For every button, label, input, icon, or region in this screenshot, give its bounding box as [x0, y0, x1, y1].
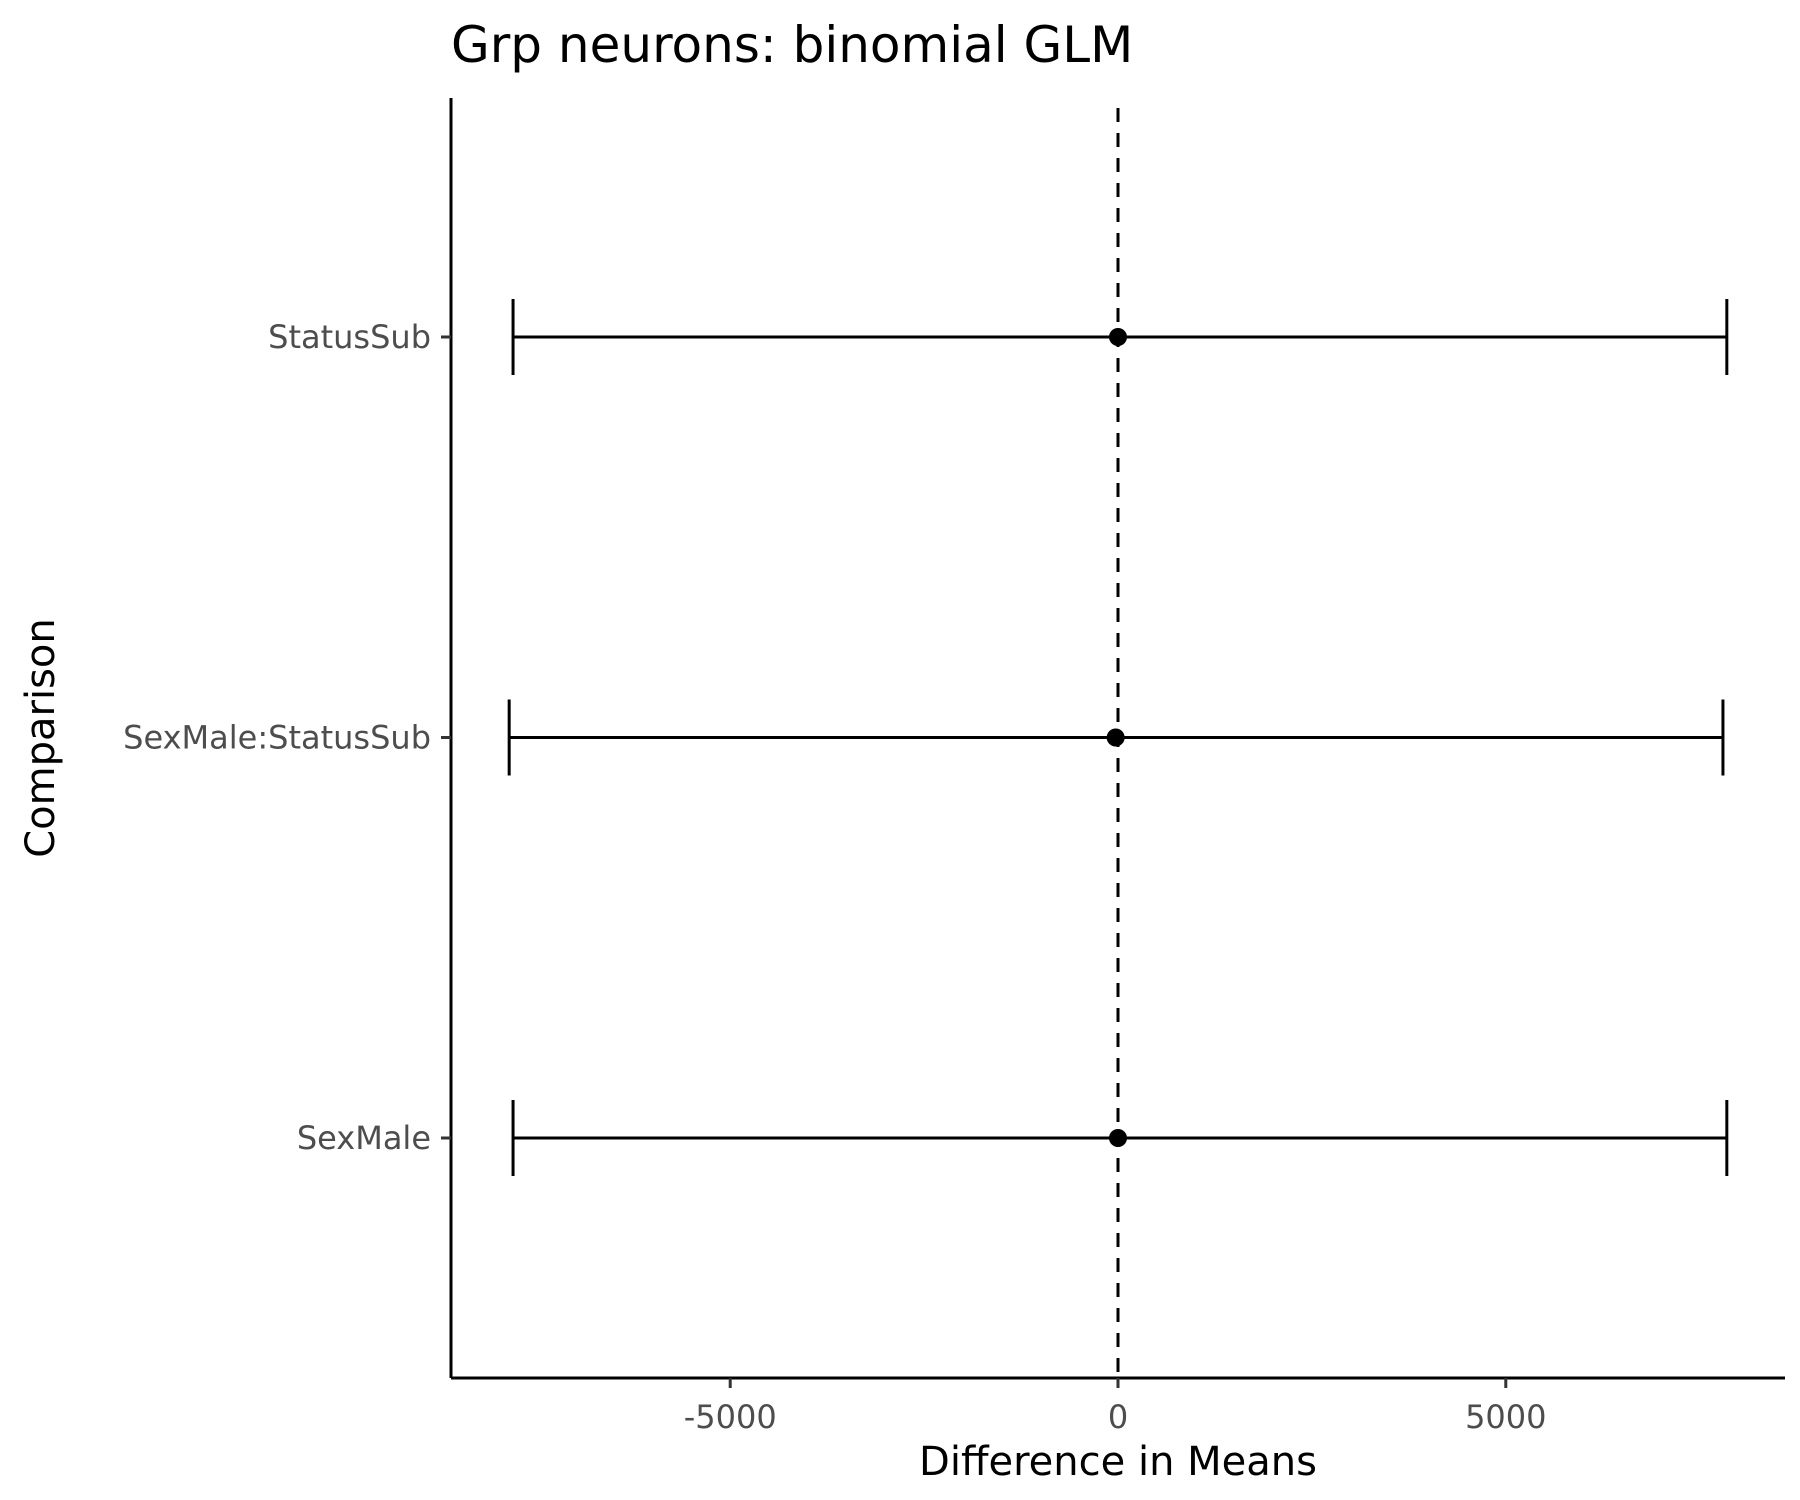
- x-axis-title: Difference in Means: [919, 1439, 1317, 1485]
- estimate-point: [1109, 1129, 1127, 1147]
- y-axis-title: Comparison: [18, 618, 64, 858]
- y-tick-label: SexMale:StatusSub: [123, 719, 431, 757]
- x-tick-label: 5000: [1465, 1398, 1546, 1436]
- y-axis-ticks: StatusSub SexMale:StatusSub SexMale: [123, 318, 451, 1157]
- x-tick-label: 0: [1108, 1398, 1128, 1436]
- plot-area: [507, 108, 1729, 1378]
- estimate-point: [1109, 328, 1127, 346]
- y-tick-label: SexMale: [297, 1119, 431, 1157]
- x-tick-label: -5000: [684, 1398, 777, 1436]
- estimate-point: [1106, 728, 1125, 747]
- x-axis-ticks: -5000 0 5000: [684, 1378, 1547, 1436]
- chart-title: Grp neurons: binomial GLM: [451, 16, 1133, 74]
- y-tick-label: StatusSub: [268, 318, 431, 356]
